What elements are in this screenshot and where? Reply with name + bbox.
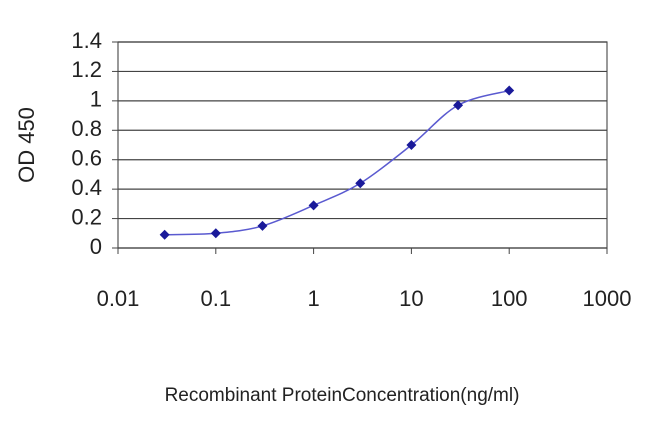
y-tick-label: 1.2 <box>71 57 102 82</box>
y-axis-label: OD 450 <box>14 107 39 183</box>
data-point <box>355 178 366 189</box>
data-point <box>159 229 170 240</box>
data-point <box>453 100 464 111</box>
data-point <box>257 220 268 231</box>
data-point <box>210 228 221 239</box>
y-tick-label: 0.4 <box>71 175 102 200</box>
data-point <box>504 85 515 96</box>
data-point <box>308 200 319 211</box>
data-point <box>406 140 417 150</box>
plot-area <box>117 41 608 249</box>
y-tick-label: 1 <box>90 87 102 112</box>
y-tick-label: 0.2 <box>71 204 102 229</box>
x-tick-label: 0.1 <box>201 286 232 311</box>
y-tick-label: 0.6 <box>71 146 102 171</box>
x-tick-label: 100 <box>491 286 528 311</box>
x-tick-label: 10 <box>399 286 423 311</box>
y-tick-label: 0.8 <box>71 116 102 141</box>
x-tick-label: 0.01 <box>97 286 140 311</box>
y-tick-label: 1.4 <box>71 28 102 53</box>
x-tick-label: 1 <box>307 286 319 311</box>
x-tick-label: 1000 <box>583 286 632 311</box>
x-axis-label: Recombinant ProteinConcentration(ng/ml) <box>165 385 520 406</box>
y-tick-label: 0 <box>90 234 102 259</box>
